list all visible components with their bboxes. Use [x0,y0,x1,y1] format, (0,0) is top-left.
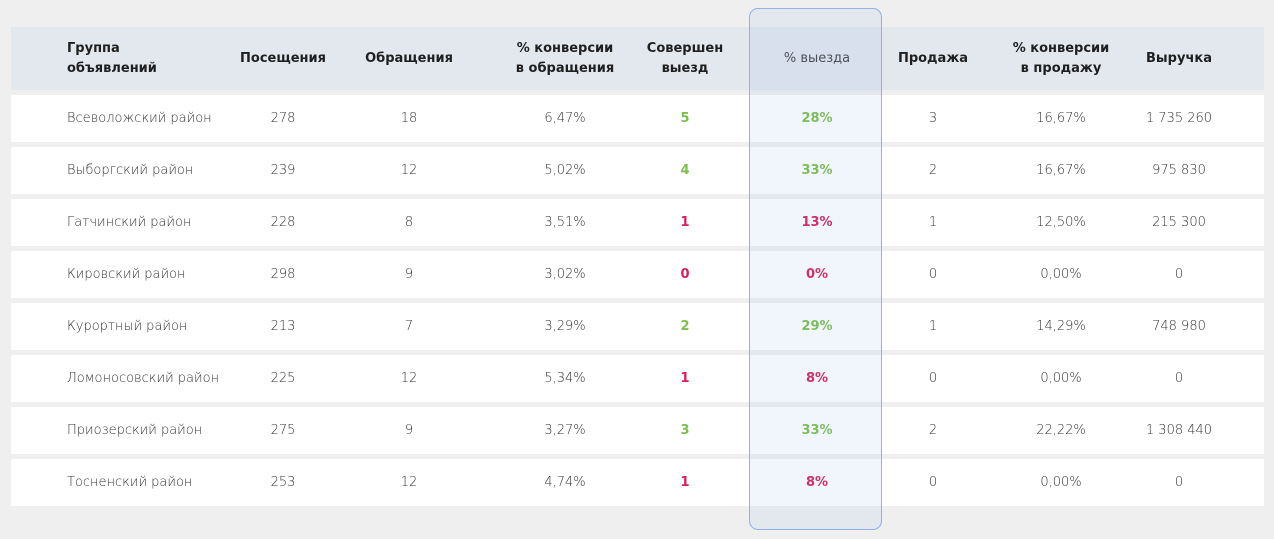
header-trip-pct[interactable]: % выезда [783,50,851,66]
cell-requests: 9 [404,422,414,438]
cell-group: Всеволожский район [67,110,212,126]
cell-requests: 7 [404,318,414,334]
cell-conv-sale: 16,67% [1036,162,1086,178]
cell-sale: 0 [928,474,938,490]
cell-trip-pct: 28% [801,110,833,126]
cell-group: Курортный район [67,318,188,334]
table-row: Приозерский район 275 9 3,27% 3 33% 2 22… [11,407,1264,454]
cell-group: Кировский район [67,266,186,282]
cell-requests: 9 [404,266,414,282]
cell-conv-requests: 6,47% [544,110,586,126]
cell-sale: 1 [928,318,938,334]
cell-sale: 0 [928,266,938,282]
cell-group: Приозерский район [67,422,203,438]
cell-revenue: 0 [1174,474,1184,490]
cell-visits: 278 [270,110,296,126]
cell-sale: 2 [928,422,938,438]
cell-group: Гатчинский район [67,214,192,230]
cell-conv-sale: 0,00% [1040,266,1082,282]
header-conv-sale[interactable]: % конверсии в продажу [1012,40,1110,76]
cell-group: Тосненский район [67,474,193,490]
cell-group: Ломоносовский район [67,370,220,386]
cell-sale: 0 [928,370,938,386]
cell-trip: 5 [680,110,690,126]
cell-trip-pct: 8% [805,370,829,386]
cell-trip-pct: 13% [801,214,833,230]
cell-requests: 12 [400,474,418,490]
cell-trip: 1 [680,370,690,386]
cell-visits: 275 [270,422,296,438]
cell-sale: 3 [928,110,938,126]
cell-conv-sale: 14,29% [1036,318,1086,334]
cell-trip-pct: 0% [805,266,829,282]
cell-revenue: 215 300 [1152,214,1206,230]
cell-group: Выборгский район [67,162,194,178]
cell-revenue: 1 308 440 [1145,422,1213,438]
report-table: Группа объявлений Посещения Обращения % … [11,27,1264,511]
cell-trip: 3 [680,422,690,438]
table-row: Всеволожский район 278 18 6,47% 5 28% 3 … [11,95,1264,142]
header-conv-requests[interactable]: % конверсии в обращения [515,40,615,76]
cell-trip-pct: 29% [801,318,833,334]
cell-conv-sale: 0,00% [1040,370,1082,386]
cell-conv-sale: 12,50% [1036,214,1086,230]
header-sale[interactable]: Продажа [897,50,969,66]
cell-trip-pct: 33% [801,422,833,438]
header-visits[interactable]: Посещения [240,50,326,66]
cell-visits: 253 [270,474,296,490]
table-row: Выборгский район 239 12 5,02% 4 33% 2 16… [11,147,1264,194]
cell-conv-requests: 3,51% [544,214,586,230]
header-trip[interactable]: Совершен выезд [646,40,724,76]
cell-visits: 298 [270,266,296,282]
cell-conv-sale: 0,00% [1040,474,1082,490]
table-header: Группа объявлений Посещения Обращения % … [11,27,1264,90]
cell-sale: 1 [928,214,938,230]
cell-revenue: 748 980 [1152,318,1206,334]
cell-revenue: 1 735 260 [1145,110,1213,126]
cell-trip-pct: 33% [801,162,833,178]
table-row: Гатчинский район 228 8 3,51% 1 13% 1 12,… [11,199,1264,246]
cell-conv-requests: 5,02% [544,162,586,178]
cell-trip: 1 [680,214,690,230]
cell-conv-sale: 22,22% [1036,422,1086,438]
cell-visits: 228 [270,214,296,230]
cell-visits: 213 [270,318,296,334]
cell-trip-pct: 8% [805,474,829,490]
cell-conv-requests: 3,29% [544,318,586,334]
cell-conv-sale: 16,67% [1036,110,1086,126]
cell-conv-requests: 5,34% [544,370,586,386]
cell-visits: 239 [270,162,296,178]
table-row: Курортный район 213 7 3,29% 2 29% 1 14,2… [11,303,1264,350]
cell-revenue: 0 [1174,370,1184,386]
cell-revenue: 975 830 [1152,162,1206,178]
cell-trip: 2 [680,318,690,334]
header-revenue[interactable]: Выручка [1146,50,1212,66]
cell-trip: 4 [680,162,690,178]
cell-sale: 2 [928,162,938,178]
cell-conv-requests: 3,02% [544,266,586,282]
cell-requests: 18 [400,110,418,126]
table-row: Кировский район 298 9 3,02% 0 0% 0 0,00%… [11,251,1264,298]
header-requests[interactable]: Обращения [365,50,453,66]
table-row: Тосненский район 253 12 4,74% 1 8% 0 0,0… [11,459,1264,506]
cell-trip: 1 [680,474,690,490]
table-row: Ломоносовский район 225 12 5,34% 1 8% 0 … [11,355,1264,402]
cell-requests: 12 [400,162,418,178]
cell-trip: 0 [680,266,690,282]
cell-visits: 225 [270,370,296,386]
cell-requests: 12 [400,370,418,386]
cell-requests: 8 [404,214,414,230]
header-group[interactable]: Группа объявлений [67,40,157,76]
cell-conv-requests: 3,27% [544,422,586,438]
cell-revenue: 0 [1174,266,1184,282]
cell-conv-requests: 4,74% [544,474,586,490]
